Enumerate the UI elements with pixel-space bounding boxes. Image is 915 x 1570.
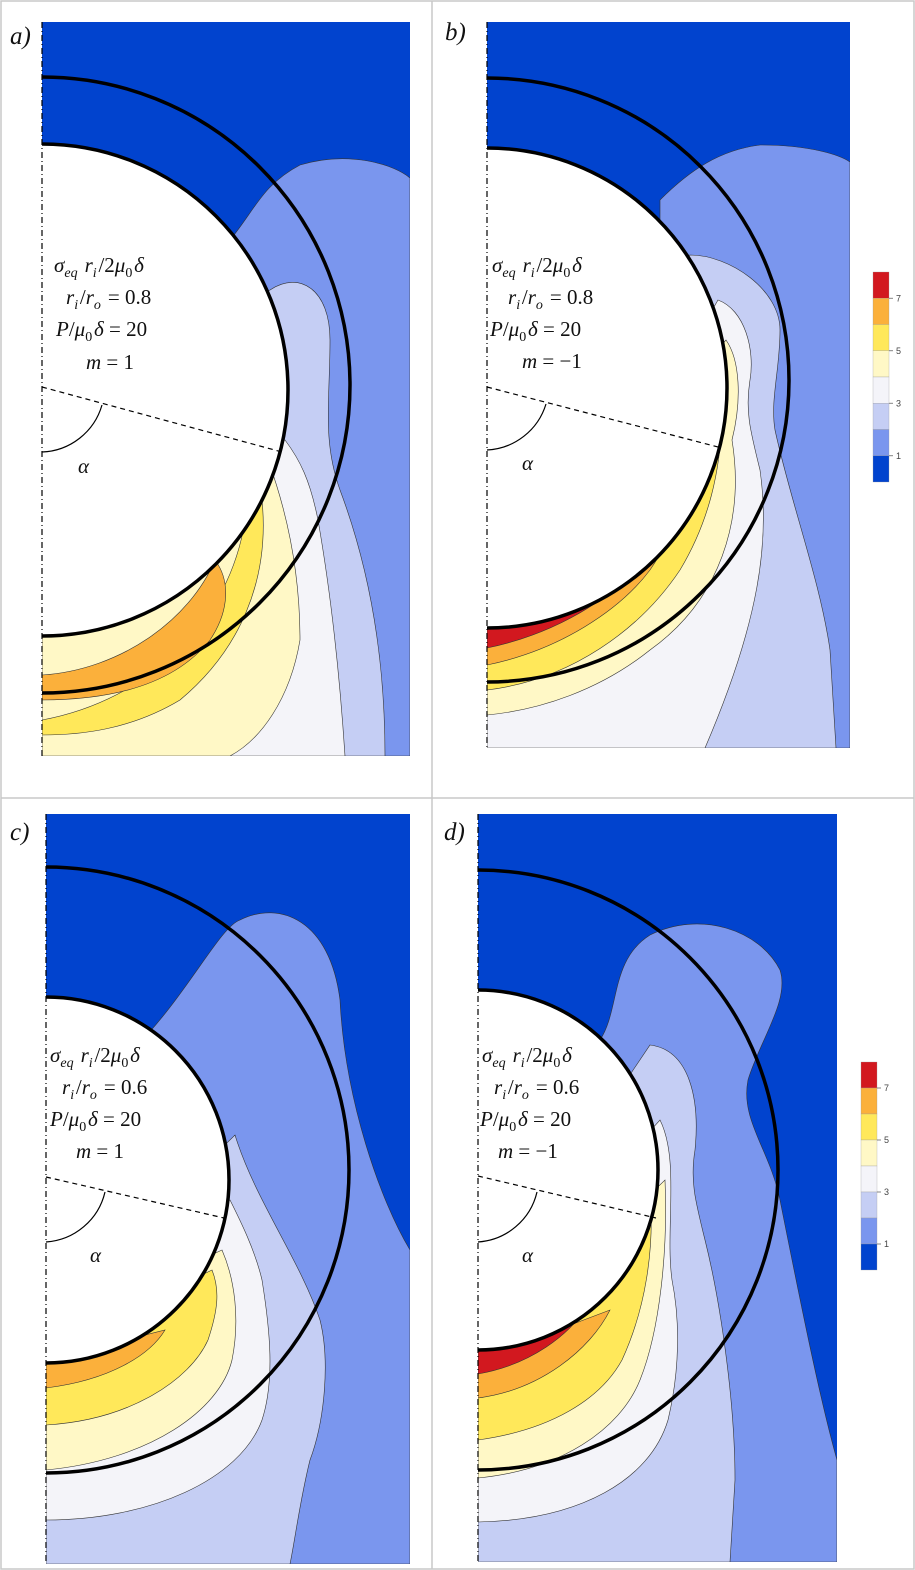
panel-a: a) σeq ri /2μ0 δ ri /ro = 0.8 P/μ0 δ = 2… bbox=[10, 22, 410, 756]
param-pressure: P/μ0 δ = 20 bbox=[55, 317, 147, 345]
param-quantity: σeq ri /2μ0 δ bbox=[50, 1043, 141, 1071]
angle-label: α bbox=[522, 1243, 534, 1267]
panel-label: b) bbox=[445, 19, 466, 46]
angle-ray bbox=[477, 1175, 657, 1219]
param-pressure: P/μ0 δ = 20 bbox=[49, 1107, 141, 1135]
colorbar-tick-label: 7 bbox=[884, 1083, 889, 1093]
angle-arc bbox=[41, 404, 103, 453]
colorbar-tick-label: 5 bbox=[896, 346, 901, 356]
panel-b-contours bbox=[487, 22, 850, 748]
colorbar-swatch bbox=[860, 1061, 878, 1089]
colorbar-tick-label: 3 bbox=[884, 1187, 889, 1197]
param-m: m = −1 bbox=[498, 1139, 558, 1163]
colorbar-swatch bbox=[872, 324, 890, 351]
angle-ray bbox=[486, 386, 723, 449]
angle-ray bbox=[45, 1176, 225, 1219]
colorbar-swatch bbox=[872, 455, 890, 483]
param-ratio: ri /ro = 0.8 bbox=[508, 285, 593, 313]
colorbar-swatch bbox=[860, 1243, 878, 1271]
param-quantity: σeq ri /2μ0 δ bbox=[54, 253, 145, 281]
colorbar-tick-label: 3 bbox=[896, 398, 901, 408]
colorbar-top: 1 3 5 7 bbox=[872, 271, 901, 483]
panel-d: d) σeq ri /2μ0 δ ri /ro = 0.6 P/μ0 δ = 2… bbox=[444, 814, 837, 1562]
colorbar-tick-label: 1 bbox=[884, 1239, 889, 1249]
angle-arc bbox=[486, 403, 547, 451]
angle-arc bbox=[45, 1191, 106, 1243]
param-ratio: ri /ro = 0.6 bbox=[62, 1075, 147, 1103]
colorbar-swatch bbox=[860, 1217, 878, 1245]
param-ratio: ri /ro = 0.6 bbox=[494, 1075, 579, 1103]
param-m: m = 1 bbox=[76, 1139, 124, 1163]
param-pressure: P/μ0 δ = 20 bbox=[479, 1107, 571, 1135]
panel-b: b) σeq ri /2μ0 δ ri /ro = 0.8 P/μ0 δ = 2… bbox=[445, 19, 850, 748]
panel-label: c) bbox=[10, 819, 29, 846]
colorbar-swatch bbox=[860, 1113, 878, 1141]
panel-label: a) bbox=[10, 23, 31, 50]
colorbar-swatch bbox=[860, 1139, 878, 1167]
param-quantity: σeq ri /2μ0 δ bbox=[482, 1043, 573, 1071]
colorbar-swatch bbox=[872, 350, 890, 378]
colorbar-swatch bbox=[872, 271, 890, 299]
angle-label: α bbox=[90, 1243, 102, 1267]
colorbar-tick-label: 7 bbox=[896, 293, 901, 303]
colorbar-swatch bbox=[872, 376, 890, 404]
colorbar-swatch bbox=[872, 403, 890, 430]
colorbar-swatch bbox=[860, 1191, 878, 1219]
colorbar-swatch bbox=[860, 1165, 878, 1193]
param-ratio: ri /ro = 0.8 bbox=[66, 285, 151, 313]
colorbar-swatch bbox=[860, 1087, 878, 1115]
angle-label: α bbox=[78, 454, 90, 478]
panel-d-contours bbox=[478, 814, 837, 1562]
colorbar-swatch bbox=[872, 429, 890, 456]
colorbar-tick-label: 1 bbox=[896, 451, 901, 461]
panel-c-contours bbox=[46, 814, 410, 1564]
param-m: m = 1 bbox=[86, 350, 134, 374]
param-quantity: σeq ri /2μ0 δ bbox=[492, 253, 583, 281]
angle-label: α bbox=[522, 451, 534, 475]
panel-a-contours bbox=[42, 22, 410, 756]
panel-c: c) σeq ri /2μ0 δ ri /ro = 0.6 P/μ0 δ = 2… bbox=[10, 814, 410, 1564]
colorbar-tick-label: 5 bbox=[884, 1135, 889, 1145]
panel-label: d) bbox=[444, 819, 465, 846]
colorbar-swatch bbox=[872, 298, 890, 325]
angle-ray bbox=[41, 386, 283, 453]
param-m: m = −1 bbox=[522, 349, 582, 373]
param-pressure: P/μ0 δ = 20 bbox=[489, 317, 581, 345]
angle-arc bbox=[477, 1191, 538, 1243]
colorbar-bottom: 1 3 5 7 bbox=[860, 1061, 889, 1271]
